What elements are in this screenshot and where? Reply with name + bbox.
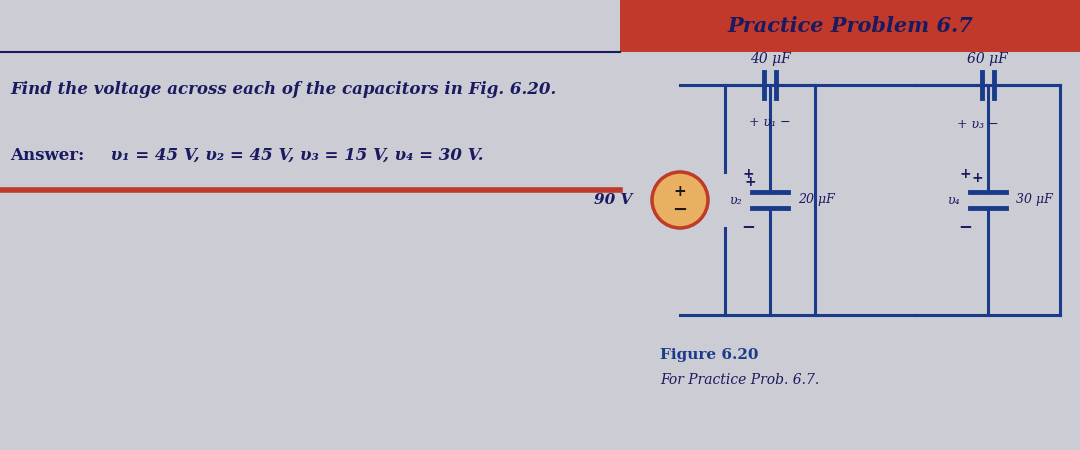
Text: Practice Problem 6.7: Practice Problem 6.7	[727, 16, 973, 36]
Text: 40 μF: 40 μF	[750, 52, 791, 66]
Text: +: +	[674, 184, 687, 199]
Text: + υ₃ −: + υ₃ −	[957, 118, 998, 131]
Text: −: −	[959, 217, 972, 235]
Text: Figure 6.20: Figure 6.20	[660, 348, 758, 362]
Text: Answer:: Answer:	[10, 147, 84, 163]
Text: +: +	[742, 167, 754, 181]
Text: + υ₁ −: + υ₁ −	[750, 117, 791, 130]
Text: 60 μF: 60 μF	[967, 52, 1008, 66]
Text: For Practice Prob. 6.7.: For Practice Prob. 6.7.	[660, 373, 820, 387]
Text: υ₂: υ₂	[729, 194, 742, 207]
Text: +: +	[960, 167, 971, 181]
Text: 30 μF: 30 μF	[1015, 194, 1052, 207]
Text: +: +	[744, 175, 756, 189]
Text: 20 μF: 20 μF	[798, 194, 835, 207]
Text: −: −	[673, 201, 688, 219]
Bar	[620, 0, 1080, 52]
Text: +: +	[972, 171, 983, 185]
Text: −: −	[741, 217, 755, 235]
Text: υ₄: υ₄	[947, 194, 959, 207]
Text: υ₁ = 45 V, υ₂ = 45 V, υ₃ = 15 V, υ₄ = 30 V.: υ₁ = 45 V, υ₂ = 45 V, υ₃ = 15 V, υ₄ = 30…	[105, 147, 484, 163]
Text: Find the voltage across each of the capacitors in Fig. 6.20.: Find the voltage across each of the capa…	[10, 81, 556, 99]
Text: 90 V: 90 V	[594, 193, 632, 207]
Circle shape	[652, 172, 708, 228]
